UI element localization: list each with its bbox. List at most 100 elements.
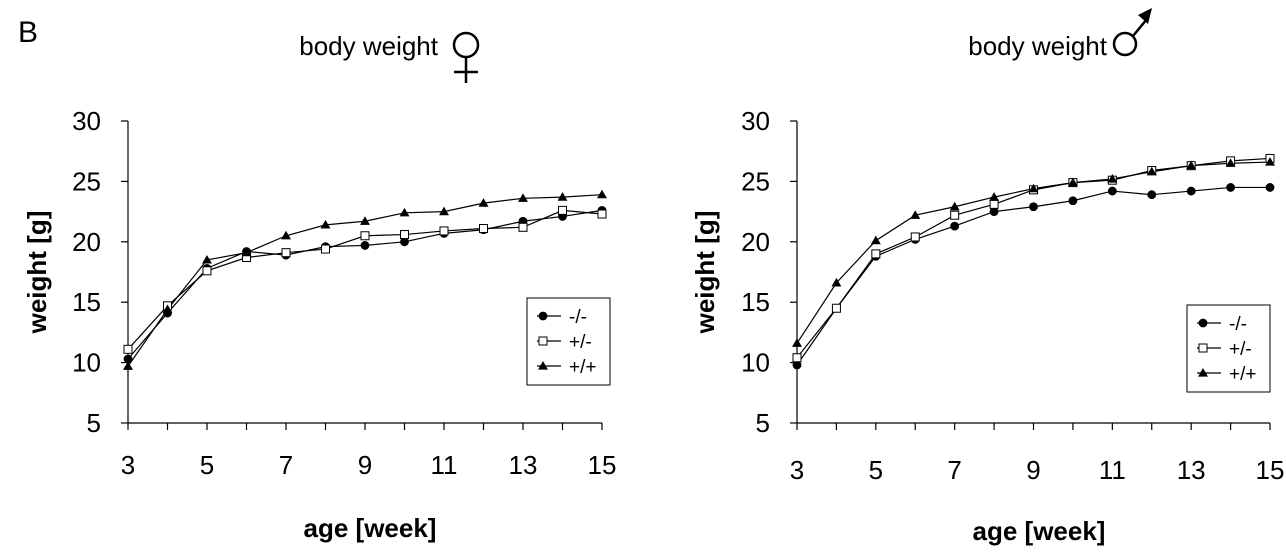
data-point <box>1186 186 1196 196</box>
chart-female: body weight age [week] weight [g] 5 10 15 2… <box>22 31 616 543</box>
data-point <box>1265 157 1275 166</box>
x-tick-label: 5 <box>869 455 883 485</box>
data-point <box>1225 158 1236 167</box>
y-tick-label: 25 <box>72 166 101 196</box>
data-point <box>439 206 449 216</box>
data-point <box>399 207 410 217</box>
x-tick-label: 7 <box>947 455 961 485</box>
data-point <box>1107 174 1118 183</box>
data-point <box>281 248 291 258</box>
data-point <box>518 193 528 202</box>
y-tick-label: 5 <box>87 408 101 438</box>
data-point <box>281 230 291 240</box>
panel-label: B <box>18 16 38 49</box>
data-point <box>360 231 370 241</box>
x-tick-label: 13 <box>509 450 538 480</box>
data-point <box>479 224 488 234</box>
data-point <box>123 344 133 354</box>
y-tick-label: 30 <box>741 106 770 136</box>
male-symbol-icon <box>1112 8 1152 57</box>
legend-marker <box>1198 368 1208 377</box>
y-tick-label: 20 <box>72 227 101 257</box>
y-tick-label: 15 <box>72 287 101 317</box>
legend-label: -/- <box>1229 314 1247 335</box>
y-tick-label: 15 <box>741 287 770 317</box>
x-tick-label: 5 <box>200 450 214 480</box>
legend-label: +/+ <box>1229 364 1256 385</box>
data-point <box>400 230 409 240</box>
data-point <box>831 277 842 287</box>
data-point <box>478 198 489 207</box>
data-point <box>321 244 330 254</box>
y-tick-label: 30 <box>72 106 101 136</box>
data-point <box>831 303 841 313</box>
data-point <box>1265 183 1275 192</box>
data-point <box>871 249 881 259</box>
x-tick-label: 15 <box>588 450 617 480</box>
legend-label: +/+ <box>569 357 596 378</box>
female-symbol-icon <box>452 31 480 83</box>
data-point <box>1226 183 1235 192</box>
data-point <box>989 192 1000 201</box>
data-point <box>910 232 920 242</box>
data-point <box>597 209 607 219</box>
data-point <box>123 361 133 370</box>
y-tick-label: 20 <box>741 227 770 257</box>
chart-title: body weight <box>299 31 439 61</box>
data-point <box>989 207 999 217</box>
data-point <box>910 210 921 219</box>
y-tick-label: 10 <box>72 348 101 378</box>
data-point <box>1029 202 1038 212</box>
x-tick-label: 11 <box>1099 455 1126 485</box>
x-tick-label: 7 <box>279 450 293 480</box>
x-tick-label: 13 <box>1177 455 1206 485</box>
x-tick-label: 15 <box>1256 455 1285 485</box>
data-point <box>1068 196 1078 206</box>
data-point <box>360 241 370 250</box>
x-tick-label: 9 <box>1026 455 1040 485</box>
x-axis-title: age [week] <box>973 516 1106 546</box>
legend-label: +/- <box>569 332 592 353</box>
chart-title: body weight <box>968 31 1108 61</box>
data-point <box>949 201 960 211</box>
x-tick-label: 3 <box>790 455 804 485</box>
data-point <box>400 237 409 247</box>
x-tick-label: 11 <box>431 450 458 480</box>
data-point <box>518 222 528 232</box>
y-axis-title: weight [g] <box>690 211 720 335</box>
legend-label: +/- <box>1229 339 1252 360</box>
data-point <box>792 353 802 363</box>
legend-label: -/- <box>569 307 587 328</box>
data-point <box>1028 183 1039 193</box>
y-tick-label: 10 <box>741 348 770 378</box>
legend-marker <box>538 361 548 370</box>
chart-male: body weight age [week] weight [g] 5 10 15 2… <box>690 8 1284 546</box>
data-point <box>241 247 252 257</box>
data-point <box>202 266 212 276</box>
legend-marker <box>1198 343 1208 353</box>
data-point <box>950 210 960 220</box>
data-point <box>950 221 960 231</box>
data-point <box>360 216 370 225</box>
data-point <box>1067 177 1078 187</box>
data-point <box>597 189 607 199</box>
data-point <box>1146 166 1157 176</box>
data-point <box>792 360 802 370</box>
data-point <box>439 226 449 236</box>
y-axis-title: weight [g] <box>22 211 52 335</box>
data-point <box>558 205 567 215</box>
data-point <box>1107 186 1117 196</box>
data-point <box>202 254 212 264</box>
x-tick-label: 9 <box>358 450 372 480</box>
data-point <box>870 235 881 245</box>
y-tick-label: 5 <box>756 408 770 438</box>
data-point <box>1186 160 1197 170</box>
legend-marker <box>538 311 548 321</box>
x-tick-label: 3 <box>121 450 135 480</box>
legend-marker <box>538 336 548 346</box>
x-axis-title: age [week] <box>304 513 437 543</box>
data-point <box>1147 190 1157 200</box>
data-point <box>320 219 331 229</box>
data-point <box>989 199 999 209</box>
